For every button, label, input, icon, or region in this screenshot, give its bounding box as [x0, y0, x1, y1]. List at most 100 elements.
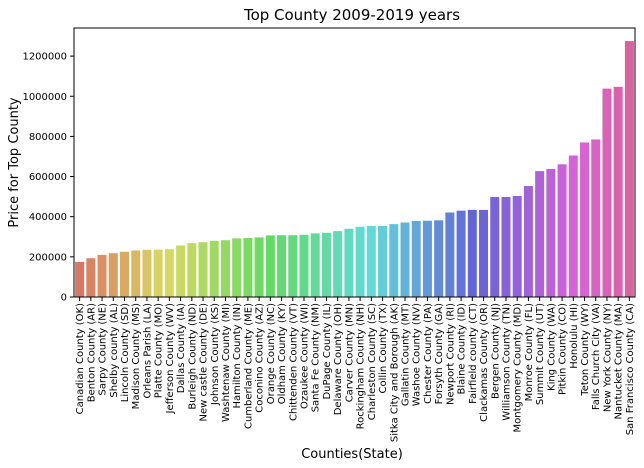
y-axis-title: Price for Top County: [7, 97, 22, 228]
x-tick-label: Sitka City and Borough (AK): [389, 303, 400, 442]
x-axis-ticks: Canadian County (OK) Benton County (AR) Sa…: [75, 297, 636, 442]
bar-28: [389, 224, 399, 297]
bar-42: [546, 168, 556, 297]
bar-11: [198, 242, 208, 297]
bar-3: [108, 253, 118, 297]
bar-32: [434, 220, 444, 297]
bar-9: [176, 245, 186, 297]
bar-15: [243, 237, 253, 297]
bar-8: [164, 249, 174, 297]
bar-26: [366, 225, 376, 297]
x-tick-label: Chester County (PA): [423, 303, 434, 404]
bar-22: [321, 232, 331, 297]
bar-38: [501, 197, 511, 297]
bar-34: [456, 210, 466, 297]
x-tick-label: Pitkin County (CO): [558, 303, 569, 395]
bar-1: [86, 258, 96, 297]
x-tick-label: Santa Fe County (NM): [311, 303, 322, 412]
y-tick-label: 400000: [29, 212, 67, 223]
x-tick-label: Washtenaw County (MI): [221, 303, 232, 422]
y-tick-label: 0: [61, 293, 67, 304]
bar-25: [355, 226, 365, 297]
y-tick-label: 1200000: [22, 52, 67, 63]
x-tick-label: Blaine County (ID): [457, 303, 468, 395]
x-tick-label: Falls Church City (VA): [591, 303, 602, 410]
bar-49: [624, 41, 634, 297]
x-tick-label: Cumberland County (ME): [243, 303, 254, 429]
x-tick-label: DuPage County (IL): [322, 303, 333, 400]
x-tick-label: Jefferson County (WV): [165, 303, 176, 415]
x-tick-label: Burleigh County (ND): [187, 303, 198, 410]
bar-44: [568, 155, 578, 297]
x-tick-label: Rockingham County (NH): [356, 303, 367, 429]
x-tick-label: Orange County (NC): [266, 303, 277, 404]
bar-41: [535, 171, 545, 297]
x-tick-label: Honolulu (HI): [569, 303, 580, 369]
plot-frame: [73, 27, 636, 298]
x-tick-label: Shelby county (AL): [109, 303, 120, 398]
x-tick-label: Johnson County (KS): [210, 303, 221, 406]
x-tick-label: Benton County (AR): [86, 303, 97, 402]
x-tick-label: Oldham County (KY): [277, 303, 288, 404]
bar-5: [131, 250, 141, 297]
x-tick-label: Fairfield county (CT): [468, 303, 479, 404]
bar-16: [254, 237, 264, 297]
x-tick-label: Williamson County (TN): [501, 303, 512, 421]
x-tick-label: Dallas County (IA): [176, 303, 187, 393]
bar-14: [232, 238, 242, 297]
bar-30: [411, 220, 421, 297]
bar-0: [75, 261, 85, 297]
y-axis-ticks: 0 200000 400000 600000 800000 1000000 1200000: [22, 52, 74, 304]
bar-17: [265, 235, 275, 297]
bar-7: [153, 249, 163, 297]
x-tick-label: Summit County (UT): [535, 303, 546, 405]
x-tick-label: Carver County (MN): [344, 303, 355, 402]
x-tick-label: New York County (NY): [602, 303, 613, 412]
x-tick-label: Washoe County (NV): [412, 303, 423, 406]
bar-39: [512, 196, 522, 297]
bar-43: [557, 164, 567, 297]
x-tick-label: Newport County (RI): [445, 303, 456, 405]
x-tick-label: Platte County (MO): [154, 303, 165, 398]
x-tick-label: Gallatin County (MT): [400, 303, 411, 406]
bar-47: [602, 88, 612, 297]
bar-12: [209, 240, 219, 297]
bar-13: [220, 240, 230, 297]
bar-45: [580, 142, 589, 297]
bar-33: [445, 212, 455, 297]
y-tick-label: 800000: [29, 132, 67, 143]
x-tick-label: Monroe County (FL): [524, 303, 535, 401]
bar-10: [187, 243, 197, 297]
x-tick-label: Canadian County (OK): [75, 303, 86, 414]
x-tick-label: Forsyth County (GA): [434, 303, 445, 404]
bar-24: [344, 228, 354, 297]
bar-40: [523, 185, 533, 297]
bar-48: [613, 86, 623, 297]
bar-29: [400, 222, 410, 297]
x-tick-label: Orleans Parish (LA): [142, 303, 153, 399]
x-tick-label: New castle County (DE): [199, 303, 210, 422]
bar-21: [310, 233, 320, 297]
bar-46: [591, 139, 601, 297]
x-tick-label: Teton County (WY): [580, 303, 591, 397]
bar-27: [378, 225, 388, 297]
bar-2: [97, 254, 107, 297]
bar-23: [333, 231, 343, 297]
bar-18: [277, 235, 287, 297]
x-tick-label: Bergen County (NJ): [490, 303, 501, 399]
x-tick-label: Ozaukee County (WI): [300, 303, 311, 409]
bar-37: [490, 197, 500, 297]
x-tick-label: Nantucket County (MA): [614, 303, 625, 420]
x-tick-label: Sarpy County (NE): [98, 303, 109, 396]
bar-20: [299, 234, 309, 297]
x-tick-label: King County (WA): [546, 303, 557, 391]
x-tick-label: San Francisco County (CA): [625, 303, 636, 435]
y-tick-label: 200000: [29, 252, 67, 263]
bar-6: [142, 249, 152, 297]
x-axis-title: Counties(State): [301, 447, 403, 462]
x-tick-label: Chittenden County (VT): [288, 303, 299, 421]
bar-19: [288, 235, 298, 297]
x-tick-label: Madison County (MS): [131, 303, 142, 409]
x-tick-label: Lincoln County (SD): [120, 303, 131, 402]
